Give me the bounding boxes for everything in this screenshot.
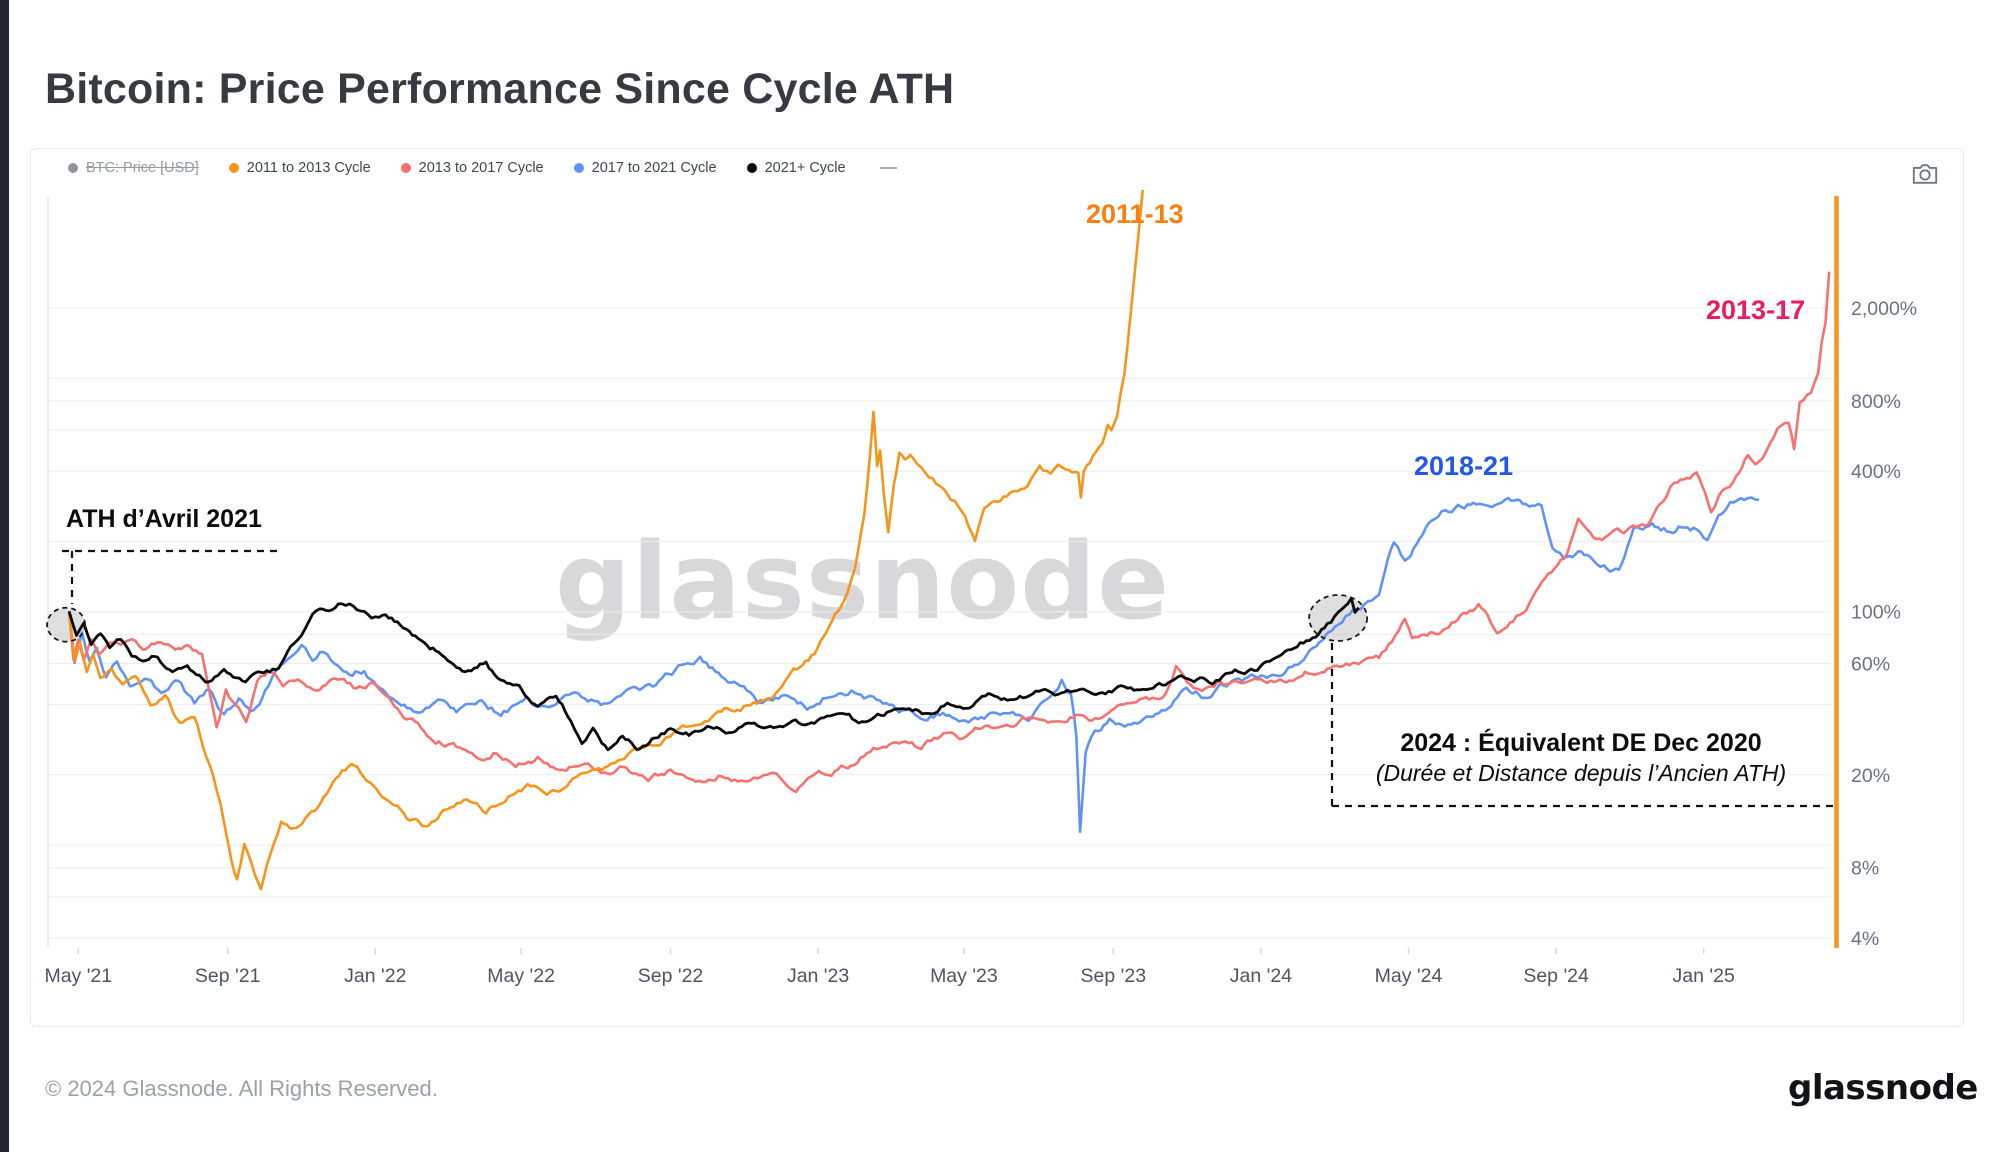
x-axis-label: Sep '21: [195, 965, 261, 987]
legend-item-label: BTC: Price [USD]: [86, 160, 199, 176]
series-line-c2013: [67, 271, 1831, 794]
legend-color-dot: [228, 163, 239, 173]
y-axis-label: 4%: [1851, 928, 1879, 950]
legend-item-btc-price-usd-[interactable]: BTC: Price [USD]: [68, 160, 199, 176]
x-axis-label: Sep '22: [638, 965, 704, 987]
x-axis-label: Jan '22: [344, 965, 406, 987]
x-axis-label: May '21: [44, 965, 112, 987]
y-axis-label: 400%: [1851, 461, 1901, 483]
x-axis-label: Jan '25: [1673, 965, 1735, 987]
ath-avril-2021-circle-outline: [46, 606, 86, 643]
annotation-cycle-2018-21: 2018-21: [1414, 451, 1514, 481]
series-line-c2021: [67, 597, 1360, 752]
legend-color-dot: [68, 163, 78, 173]
legend-overflow-dash[interactable]: [879, 167, 897, 169]
x-axis-label: Jan '24: [1230, 965, 1292, 987]
legend-item-2021-cycle[interactable]: 2021+ Cycle: [746, 160, 846, 176]
camera-icon: [1912, 164, 1938, 184]
x-axis-label: May '22: [487, 965, 555, 987]
legend-color-dot: [573, 163, 584, 173]
legend-color-dot: [746, 163, 757, 173]
equiv-dec-2020-circle-outline: [1308, 594, 1368, 642]
copyright-text: © 2024 Glassnode. All Rights Reserved.: [45, 1076, 438, 1101]
annotation-cycle-2013-17: 2013-17: [1706, 295, 1806, 325]
legend-item-label: 2011 to 2013 Cycle: [246, 160, 371, 176]
legend-item-label: 2013 to 2017 Cycle: [418, 160, 544, 176]
series-line-c2017: [67, 496, 1760, 833]
chart-legend: BTC: Price [USD] 2011 to 2013 Cycle 2013 t…: [68, 160, 897, 176]
annotation-equiv-dec-2020: 2024 : Équivalent DE Dec 2020 (Durée et …: [1330, 727, 1832, 788]
page-title: Bitcoin: Price Performance Since Cycle A…: [45, 64, 955, 113]
x-axis-label: Sep '23: [1081, 965, 1147, 987]
legend-item-2013-to-2017-cycle[interactable]: 2013 to 2017 Cycle: [400, 160, 544, 176]
annotation-cycle-2011-13: 2011-13: [1086, 199, 1184, 229]
series-line-c2011: [67, 190, 1145, 891]
glassnode-logo: glassnode: [1788, 1068, 1978, 1108]
x-axis-label: Sep '24: [1523, 965, 1589, 987]
glassnode-watermark: glassnode: [555, 520, 1170, 643]
chart-card: [30, 148, 1964, 1027]
y-axis-label: 20%: [1851, 765, 1890, 787]
legend-color-dot: [400, 163, 411, 173]
y-axis-label: 800%: [1851, 391, 1901, 413]
y-axis-label: 2,000%: [1851, 298, 1917, 320]
page-left-accent-bar: [0, 0, 9, 1152]
x-axis-label: Jan '23: [787, 965, 849, 987]
annotation-equiv-subtitle: (Durée et Distance depuis l’Ancien ATH): [1375, 760, 1787, 786]
legend-item-2011-to-2013-cycle[interactable]: 2011 to 2013 Cycle: [228, 160, 371, 176]
legend-item-label: 2021+ Cycle: [764, 160, 846, 176]
y-axis-label: 60%: [1851, 654, 1890, 676]
y-axis-label: 8%: [1851, 858, 1879, 880]
annotation-ath-april-2021: ATH d’Avril 2021: [66, 505, 262, 533]
y-axis-label: 100%: [1851, 602, 1901, 624]
legend-item-label: 2017 to 2021 Cycle: [591, 160, 717, 176]
legend-item-2017-to-2021-cycle[interactable]: 2017 to 2021 Cycle: [573, 160, 717, 176]
annotation-equiv-title: 2024 : Équivalent DE Dec 2020: [1400, 729, 1762, 757]
x-axis-label: May '23: [930, 965, 998, 987]
x-axis-label: May '24: [1375, 965, 1443, 987]
export-screenshot-button[interactable]: [1905, 156, 1945, 192]
